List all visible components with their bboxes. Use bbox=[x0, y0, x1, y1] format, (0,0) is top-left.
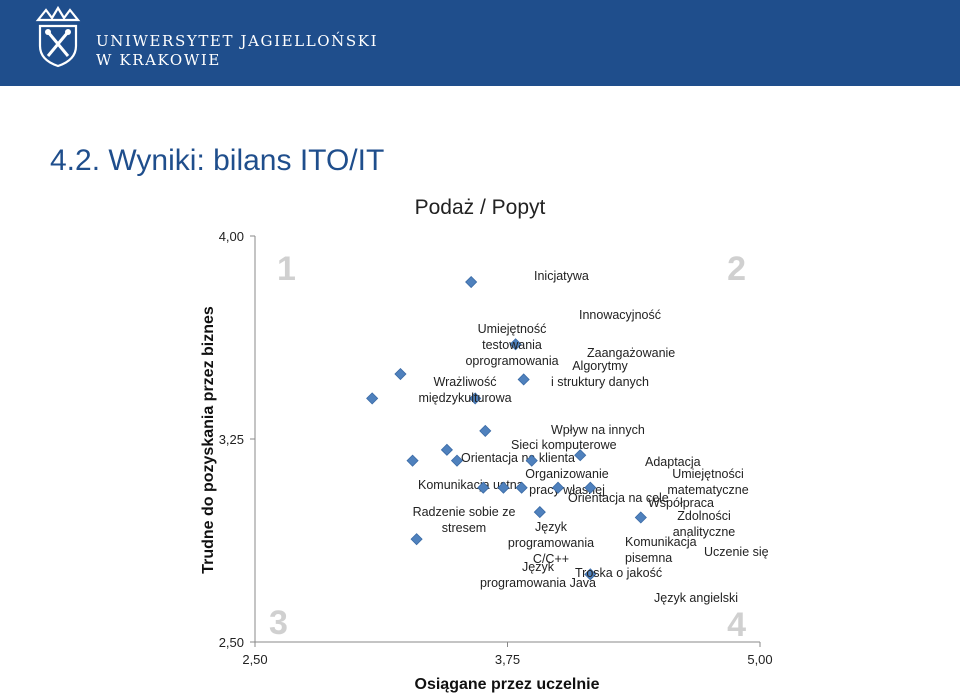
data-point-marker bbox=[517, 373, 530, 386]
data-point-label-line: programowania bbox=[508, 536, 594, 550]
data-point-marker bbox=[525, 454, 538, 467]
data-point-label: Algorytmy i struktury danych bbox=[551, 359, 649, 389]
data-point-marker bbox=[551, 481, 565, 494]
data-point-label-line: matematyczne bbox=[667, 483, 748, 497]
data-point-label-line: Wrażliwość bbox=[434, 375, 497, 389]
data-point-marker bbox=[479, 424, 492, 437]
data-point-label: Inicjatywa bbox=[534, 269, 589, 283]
data-point-label: Umiejętności matematyczne bbox=[667, 467, 748, 497]
quadrant-number-3: 3 bbox=[269, 604, 288, 642]
x-axis-label: Osiągane przez uczelnie bbox=[415, 676, 600, 693]
data-point-label: Współpraca bbox=[648, 496, 714, 510]
data-point-label-line: stresem bbox=[442, 521, 486, 535]
data-point-marker bbox=[634, 511, 647, 524]
data-point-label-line: Umiejętności bbox=[672, 467, 744, 481]
data-point-marker bbox=[410, 533, 423, 546]
data-point-label-line: Zdolności bbox=[677, 509, 731, 523]
data-point-label: Zaangażowanie bbox=[587, 346, 675, 360]
data-point-label-line: Komunikacja bbox=[625, 535, 697, 549]
data-point-label-line: międzykulturowa bbox=[418, 391, 511, 405]
data-point-label: Adaptacja bbox=[645, 455, 701, 469]
data-point-label-line: C/C++ bbox=[533, 552, 569, 566]
data-point-marker bbox=[477, 481, 490, 494]
data-point-label: Sieci komputerowe bbox=[511, 438, 617, 452]
data-point-label-line: Język bbox=[522, 560, 555, 574]
data-point-label-line: Współpraca bbox=[648, 496, 714, 510]
data-point-marker bbox=[465, 275, 478, 289]
university-name-line1: UNIWERSYTET JAGIELLOŃSKI bbox=[96, 32, 379, 50]
data-point-label-line: Wpływ na innych bbox=[551, 423, 645, 437]
data-point-label: Radzenie sobie ze stresem bbox=[413, 505, 516, 535]
data-point-label-line: Organizowanie bbox=[525, 467, 608, 481]
data-point-label-line: Algorytmy bbox=[572, 359, 628, 373]
data-point-label-line: Zaangażowanie bbox=[587, 346, 675, 360]
data-point-label-line: i struktury danych bbox=[551, 375, 649, 389]
data-point-label-line: pisemna bbox=[625, 551, 672, 565]
data-point-label: Komunikacja ustna bbox=[418, 478, 524, 492]
quadrant-number-1: 1 bbox=[277, 250, 296, 288]
data-point-label-line: Adaptacja bbox=[645, 455, 701, 469]
y-tick-label: 4,00 bbox=[219, 229, 244, 244]
data-point-label-line: oprogramowania bbox=[465, 354, 558, 368]
data-point-label-line: programowania Java bbox=[480, 576, 596, 590]
data-point-label-line: Komunikacja ustna bbox=[418, 478, 524, 492]
data-point-marker bbox=[584, 481, 597, 494]
data-point-label: Wrażliwość międzykulturowa bbox=[418, 375, 511, 405]
data-point-label-line: Język angielski bbox=[654, 591, 738, 605]
data-point-label-line: Sieci komputerowe bbox=[511, 438, 617, 452]
data-point-marker bbox=[533, 506, 546, 519]
data-point-label: Uczenie się bbox=[704, 545, 769, 559]
university-name-line2: W KRAKOWIE bbox=[96, 51, 221, 69]
data-point-marker bbox=[406, 454, 419, 467]
data-point-marker bbox=[450, 454, 464, 467]
data-point-marker bbox=[469, 392, 482, 405]
x-tick-label: 2,50 bbox=[242, 652, 267, 667]
data-point-label-line: Umiejętność bbox=[478, 322, 547, 336]
slide-title: 4.2. Wyniki: bilans ITO/IT bbox=[50, 144, 385, 177]
crown-crossed-scepters-emblem-icon bbox=[35, 6, 81, 68]
quadrant-number-2: 2 bbox=[727, 250, 746, 288]
data-point-label: Troska o jakość bbox=[575, 566, 662, 580]
header-bar: UNIWERSYTET JAGIELLOŃSKI W KRAKOWIE bbox=[0, 0, 960, 86]
data-point-label-line: Język bbox=[535, 520, 568, 534]
data-point-label: Orientacja na klienta bbox=[461, 451, 575, 465]
data-point-label-line: Orientacja na klienta bbox=[461, 451, 575, 465]
data-point-label-line: Inicjatywa bbox=[534, 269, 589, 283]
y-axis-label: Trudne do pozyskania przez biznes bbox=[200, 306, 217, 574]
data-point-marker bbox=[574, 449, 587, 462]
data-point-label: Orientacja na cele bbox=[568, 491, 669, 505]
x-tick-label: 3,75 bbox=[495, 652, 520, 667]
data-point-marker bbox=[440, 443, 453, 456]
y-tick-label: 2,50 bbox=[219, 635, 244, 650]
data-point-label-line: analityczne bbox=[673, 525, 736, 539]
data-point-marker bbox=[509, 338, 522, 351]
data-point-label: Innowacyjność bbox=[579, 308, 661, 322]
data-point-label-line: testowania bbox=[482, 338, 542, 352]
data-point-marker bbox=[515, 481, 528, 494]
data-point-marker bbox=[366, 392, 379, 405]
data-point-label-line: Innowacyjność bbox=[579, 308, 661, 322]
chart-title: Podaż / Popyt bbox=[415, 196, 546, 219]
data-point-marker bbox=[497, 481, 510, 494]
data-point-label: Wpływ na innych bbox=[551, 423, 645, 437]
data-point-label: Język programowania Java bbox=[480, 560, 596, 590]
data-point-label: Zdolności analityczne bbox=[673, 509, 736, 539]
data-point-label-line: Radzenie sobie ze bbox=[413, 505, 516, 519]
data-point-label: Język programowania C/C++ bbox=[508, 520, 594, 566]
data-point-label: Komunikacja pisemna bbox=[625, 535, 697, 565]
data-point-label: Język angielski bbox=[654, 591, 738, 605]
y-tick-label: 3,25 bbox=[219, 432, 244, 447]
data-point-label-line: Orientacja na cele bbox=[568, 491, 669, 505]
x-tick-label: 5,00 bbox=[747, 652, 772, 667]
quadrant-number-4: 4 bbox=[727, 606, 746, 644]
data-point-marker bbox=[584, 568, 597, 581]
data-point-marker bbox=[394, 367, 407, 381]
data-point-label-line: Uczenie się bbox=[704, 545, 769, 559]
data-point-label: Umiejętność testowania oprogramowania bbox=[465, 322, 558, 368]
data-point-label-line: Troska o jakość bbox=[575, 566, 662, 580]
